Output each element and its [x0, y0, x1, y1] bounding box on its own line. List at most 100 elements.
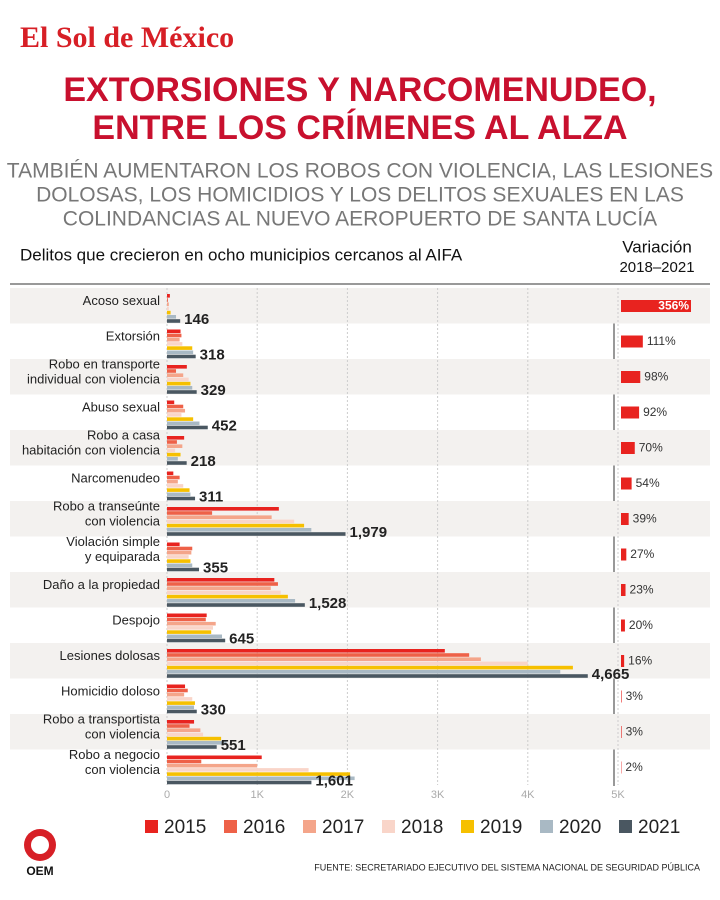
x-tick-label: 4K: [521, 789, 535, 801]
bar: [167, 582, 278, 586]
bar: [167, 724, 190, 728]
bar: [167, 342, 183, 346]
variation-bar: [621, 584, 626, 596]
bar: [167, 613, 207, 618]
bar: [167, 546, 193, 551]
bar: [167, 377, 189, 382]
value-label: 146: [184, 311, 209, 328]
bar: [167, 630, 212, 634]
bar: [167, 448, 176, 453]
category-label: Abuso sexual: [82, 400, 160, 415]
variation-label: 39%: [633, 512, 657, 526]
legend-swatch: [461, 820, 474, 833]
variation-title: Variación: [622, 237, 692, 256]
subtitle-line: COLINDANCIAS AL NUEVO AEROPUERTO DE SANT…: [63, 208, 657, 231]
bar: [167, 550, 192, 555]
bar: [167, 302, 169, 306]
bar: [167, 768, 309, 772]
bar: [167, 425, 208, 430]
value-label: 329: [201, 382, 226, 399]
logo-mark: [31, 836, 49, 854]
bar: [167, 755, 262, 760]
chart-title: Delitos que crecieron en ocho municipios…: [20, 245, 463, 264]
bar: [167, 492, 191, 497]
category-label: Robo en transporte individual con violenc…: [27, 357, 161, 387]
bar: [167, 457, 178, 461]
row-band: [10, 501, 710, 537]
bar: [167, 763, 258, 768]
bar: [167, 310, 171, 315]
variation-bar: [621, 442, 635, 454]
bar: [167, 759, 202, 764]
row-band: [10, 288, 710, 324]
variation-subtitle: 2018–2021: [619, 259, 694, 276]
category-label: Robo a casa habitación con violencia: [22, 428, 161, 458]
bar: [167, 559, 191, 563]
bar: [167, 528, 312, 532]
variation-bar: [621, 406, 640, 419]
bar: [167, 475, 180, 480]
title-line: ENTRE LOS CRÍMENES AL ALZA: [92, 109, 627, 147]
bar: [167, 684, 186, 689]
bar: [167, 653, 470, 657]
subtitle-line: DOLOSAS, LOS HOMICIDIOS Y LOS DELITOS SE…: [36, 184, 684, 207]
bar: [167, 440, 177, 444]
bar: [167, 373, 184, 377]
bar: [167, 634, 223, 639]
category-label: Robo a negocio con violencia: [69, 747, 161, 777]
variation-bar: [621, 513, 629, 525]
variation-bar: [621, 335, 643, 348]
value-label: 1,979: [350, 524, 388, 541]
subtitle-line: TAMBIÉN AUMENTARON LOS ROBOS CON VIOLENC…: [7, 160, 713, 183]
value-label: 330: [201, 702, 226, 719]
bar: [167, 661, 528, 666]
bar: [167, 728, 201, 732]
variation-bar: [621, 548, 627, 561]
bar: [167, 674, 588, 678]
bar: [167, 594, 288, 599]
category-label: Homicidio doloso: [61, 684, 160, 699]
category-label: Despojo: [112, 613, 160, 628]
x-tick-label: 5K: [611, 789, 625, 801]
legend-swatch: [619, 820, 632, 833]
legend-label: 2016: [243, 817, 285, 838]
row-band: [10, 714, 710, 750]
x-tick-label: 0: [164, 789, 170, 801]
legend-label: 2021: [638, 817, 680, 838]
value-label: 1,601: [315, 773, 353, 790]
bar: [167, 586, 271, 590]
value-label: 311: [199, 489, 223, 506]
bar: [167, 390, 197, 394]
variation-label: 70%: [639, 441, 663, 455]
bar: [167, 523, 305, 528]
bar: [167, 315, 177, 319]
variation-label: 92%: [643, 405, 667, 419]
bar: [167, 444, 183, 448]
legend-swatch: [540, 820, 553, 833]
bar: [167, 436, 185, 440]
bar: [167, 461, 187, 465]
bar: [167, 736, 222, 741]
value-label: 218: [191, 453, 216, 470]
legend-label: 2019: [480, 817, 522, 838]
variation-label: 3%: [626, 689, 644, 703]
category-label: Extorsión: [106, 329, 160, 344]
legend-label: 2017: [322, 817, 364, 838]
row-band: [10, 430, 710, 466]
bar: [167, 688, 188, 693]
category-label: Daño a la propiedad: [43, 577, 160, 592]
bar: [167, 732, 204, 737]
bar: [167, 346, 193, 350]
bar: [167, 657, 481, 661]
bar: [167, 638, 226, 643]
bar: [167, 772, 351, 776]
bar: [167, 507, 279, 511]
category-label: Narcomenudeo: [71, 471, 160, 486]
bar: [167, 617, 206, 622]
bar: [167, 408, 186, 413]
bar: [167, 421, 200, 426]
variation-label: 356%: [658, 299, 689, 313]
bar: [167, 298, 168, 302]
legend-label: 2018: [401, 817, 443, 838]
bar: [167, 350, 194, 355]
